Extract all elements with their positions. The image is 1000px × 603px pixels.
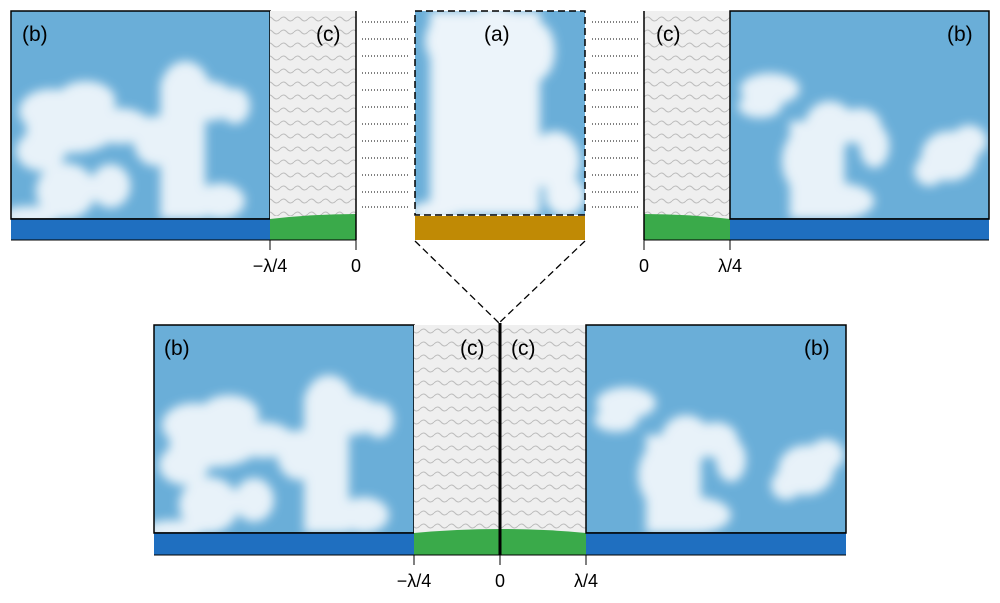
top-right-label-b: (b) bbox=[947, 23, 973, 46]
center-brown-ground bbox=[415, 216, 585, 240]
top-right-cloud-panel: (b) bbox=[729, 10, 990, 241]
top-right-ground-strip bbox=[730, 219, 989, 240]
top-left-buffer-zone: (c) bbox=[270, 11, 357, 241]
bottom-right-ground-strip bbox=[586, 533, 846, 555]
bottom-right-label-b: (b) bbox=[804, 337, 830, 360]
top-left-green-ground bbox=[270, 214, 356, 240]
top-right-green-ground bbox=[644, 214, 730, 240]
bottom-left-label-b: (b) bbox=[164, 337, 190, 360]
bottom-left-buffer-zone: (c) bbox=[414, 325, 500, 556]
top-left-tick-zero: 0 bbox=[351, 256, 361, 276]
top-right-label-c: (c) bbox=[656, 23, 681, 46]
top-left-label-b: (b) bbox=[22, 23, 48, 46]
top-left-ground-strip bbox=[11, 219, 270, 240]
bottom-tick-neg-quarter: −λ/4 bbox=[397, 571, 432, 591]
top-right-buffer-zone: (c) bbox=[643, 11, 730, 241]
top-right-tick-zero: 0 bbox=[639, 256, 649, 276]
bottom-left-label-c: (c) bbox=[460, 337, 485, 360]
bottom-tick-zero: 0 bbox=[495, 571, 505, 591]
center-label-a: (a) bbox=[484, 23, 510, 46]
top-right-tick-pos-quarter: λ/4 bbox=[718, 256, 742, 276]
bottom-left-cloud-panel: (b) bbox=[153, 324, 415, 556]
top-left-tick-neg-quarter: −λ/4 bbox=[253, 256, 288, 276]
bottom-tick-pos-quarter: λ/4 bbox=[574, 571, 598, 591]
right-dotted-connectors bbox=[592, 21, 638, 208]
bottom-left-green-ground bbox=[414, 529, 500, 555]
bottom-right-green-ground bbox=[500, 529, 586, 555]
bottom-left-ground-strip bbox=[154, 533, 414, 555]
funnel-dashed-lines bbox=[414, 240, 586, 324]
top-left-cloud-panel: (b) bbox=[10, 10, 271, 241]
bottom-right-buffer-zone: (c) bbox=[500, 325, 586, 556]
center-domain-panel: (a) bbox=[414, 10, 586, 240]
bottom-right-cloud-panel: (b) bbox=[585, 324, 847, 556]
left-dotted-connectors bbox=[362, 21, 408, 208]
bottom-right-label-c: (c) bbox=[511, 337, 536, 360]
top-left-label-c: (c) bbox=[316, 23, 341, 46]
